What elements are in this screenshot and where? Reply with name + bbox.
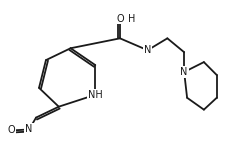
Text: NH: NH [88, 90, 103, 100]
Text: O: O [8, 125, 15, 135]
Text: O: O [116, 14, 124, 24]
Text: N: N [181, 67, 188, 77]
Text: N: N [25, 125, 33, 135]
Text: N: N [144, 45, 151, 55]
Text: H: H [128, 14, 135, 24]
